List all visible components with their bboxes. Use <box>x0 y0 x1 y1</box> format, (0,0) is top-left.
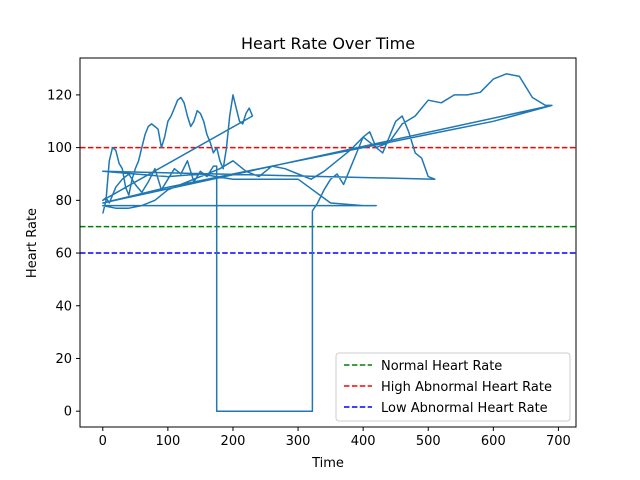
series-line-1 <box>102 73 553 412</box>
axes-frame <box>79 57 577 428</box>
y-axis-label: Heart Rate <box>25 208 40 278</box>
x-tick-label: 200 <box>221 434 246 449</box>
legend-label: Normal Heart Rate <box>381 359 502 374</box>
legend-frame <box>335 352 571 422</box>
x-tick-label: 600 <box>481 434 506 449</box>
y-tick-label: 0 <box>64 405 72 420</box>
y-tick-label: 80 <box>55 194 72 209</box>
x-axis-label: Time <box>311 456 344 471</box>
x-tick-label: 400 <box>351 434 376 449</box>
plot-area: 0 100 200 300 400 500 600 700 0 20 40 60 80 100 120 <box>47 57 577 449</box>
x-tick-label: 0 <box>99 434 107 449</box>
chart-title: Heart Rate Over Time <box>241 34 415 53</box>
legend-label: High Abnormal Heart Rate <box>381 380 552 395</box>
y-tick-label: 100 <box>47 141 72 156</box>
y-tick-label: 120 <box>47 88 72 103</box>
y-tick-label: 40 <box>55 299 72 314</box>
x-tick-label: 300 <box>286 434 311 449</box>
x-tick-label: 500 <box>416 434 441 449</box>
x-tick-label: 100 <box>155 434 180 449</box>
y-tick-label: 20 <box>55 352 72 367</box>
y-tick-label: 60 <box>55 247 72 262</box>
legend-label: Low Abnormal Heart Rate <box>381 401 548 416</box>
x-tick-label: 700 <box>546 434 571 449</box>
legend: Normal Heart Rate High Abnormal Heart Rat… <box>335 352 571 422</box>
